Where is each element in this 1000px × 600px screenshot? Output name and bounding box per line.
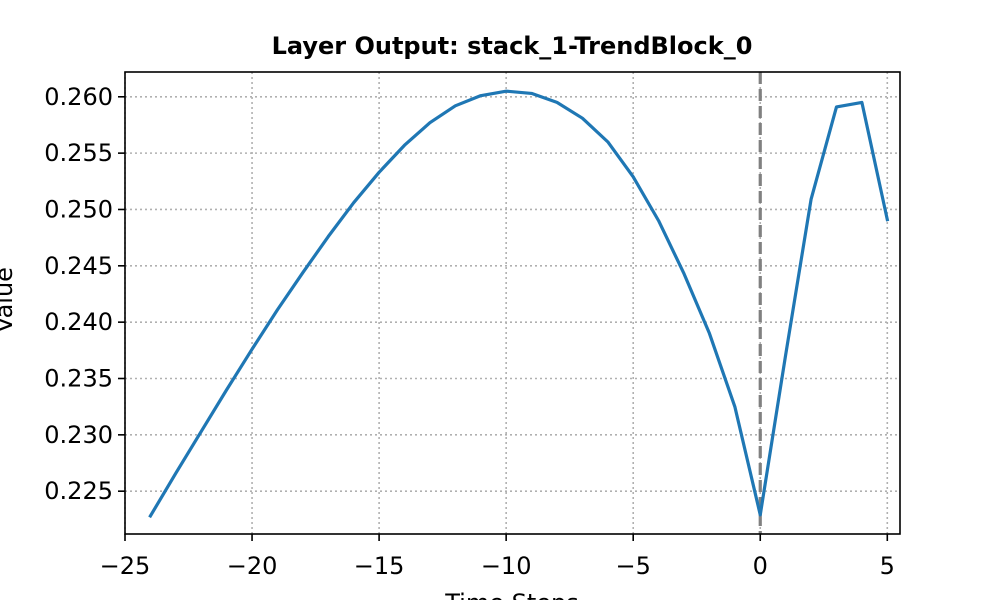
y-tick-label: 0.240 xyxy=(44,308,113,336)
x-tick-label: 0 xyxy=(753,552,768,580)
y-tick-label: 0.250 xyxy=(44,195,113,223)
plot-frame xyxy=(124,71,901,535)
chart-title: Layer Output: stack_1-TrendBlock_0 xyxy=(272,32,753,60)
x-tick-label: −25 xyxy=(100,552,151,580)
x-tick-label: 5 xyxy=(880,552,895,580)
y-tick-label: 0.225 xyxy=(44,477,113,505)
tick-layer: −25 −20 −15 −10 −5 0 5 0.225 0.230 0.235 0.240 0.24… xyxy=(44,83,895,580)
y-tick-label: 0.255 xyxy=(44,139,113,167)
y-tick-label: 0.235 xyxy=(44,364,113,392)
y-tick-label: 0.260 xyxy=(44,83,113,111)
x-tick-label: −5 xyxy=(616,552,651,580)
x-axis-label: Time Steps xyxy=(444,589,579,600)
x-tick-label: −10 xyxy=(481,552,532,580)
y-tick-label: 0.230 xyxy=(44,421,113,449)
series-line xyxy=(148,89,890,519)
series-layer xyxy=(148,89,890,519)
x-tick-label: −20 xyxy=(227,552,278,580)
y-tick-label: 0.245 xyxy=(44,252,113,280)
y-axis-label: Value xyxy=(0,267,18,333)
x-tick-label: −15 xyxy=(354,552,405,580)
